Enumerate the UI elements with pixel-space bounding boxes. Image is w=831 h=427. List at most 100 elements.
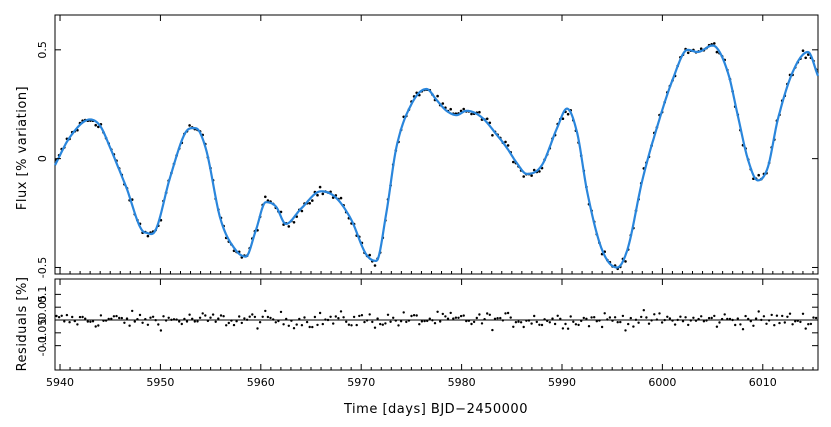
residual-point xyxy=(762,315,766,318)
residual-point xyxy=(457,316,460,319)
residual-point xyxy=(673,323,677,326)
residuals-axis-ticks: 5940 5950 5960 5970 5980 5990 6000 6010 -0.1-0.0… xyxy=(36,279,818,389)
residual-point xyxy=(671,319,674,322)
residual-point xyxy=(679,315,682,318)
residual-point xyxy=(123,321,126,324)
flux-point xyxy=(757,173,760,177)
residual-point xyxy=(149,316,152,319)
residual-point xyxy=(504,312,507,315)
residual-point xyxy=(426,319,429,323)
residual-point xyxy=(358,314,361,318)
residual-point xyxy=(324,318,327,321)
residual-point xyxy=(702,320,706,323)
residual-point xyxy=(475,316,478,320)
flux-point xyxy=(538,170,541,173)
y-tick-label: -0.05 xyxy=(36,319,49,347)
residual-point xyxy=(486,312,489,315)
residual-point xyxy=(493,317,497,320)
residual-point xyxy=(512,325,515,328)
residual-point xyxy=(801,312,805,315)
residual-point xyxy=(585,317,588,320)
residual-point xyxy=(402,311,405,314)
residual-point xyxy=(781,314,784,318)
residual-point xyxy=(300,324,304,327)
residual-point xyxy=(230,319,233,322)
flux-point xyxy=(470,112,473,116)
residual-point xyxy=(788,312,792,315)
residual-point xyxy=(305,320,309,324)
residual-point xyxy=(285,317,288,321)
residual-point xyxy=(616,321,619,324)
residual-point xyxy=(546,319,549,323)
residual-point xyxy=(543,318,546,321)
residual-point xyxy=(144,318,147,321)
residual-point xyxy=(760,318,763,322)
flux-point xyxy=(804,56,807,60)
flux-point xyxy=(561,117,565,120)
residual-point xyxy=(326,318,330,322)
residual-point xyxy=(295,323,298,326)
residual-point xyxy=(175,318,178,321)
residual-point xyxy=(580,319,583,323)
residual-point xyxy=(566,327,570,330)
residual-point xyxy=(491,328,494,332)
residual-data-points xyxy=(55,309,818,332)
residual-point xyxy=(754,317,758,320)
residual-point xyxy=(266,315,270,319)
residual-point xyxy=(467,319,471,322)
residual-point xyxy=(747,317,750,321)
residual-point xyxy=(624,329,627,332)
residual-point xyxy=(744,314,747,318)
residual-point xyxy=(298,317,301,321)
residual-point xyxy=(647,322,651,325)
flux-axis-label: Flux [% variation] xyxy=(15,86,30,210)
residual-point xyxy=(488,313,491,316)
flux-point xyxy=(373,264,377,267)
residual-point xyxy=(559,317,562,320)
residual-point xyxy=(739,323,742,326)
residual-point xyxy=(151,315,155,318)
residual-point xyxy=(329,315,332,318)
residual-point xyxy=(807,323,810,326)
flux-point xyxy=(624,260,627,263)
residual-point xyxy=(65,313,69,317)
residual-point xyxy=(397,324,400,327)
residual-point xyxy=(290,319,293,322)
residual-point xyxy=(196,320,199,323)
flux-data-points xyxy=(55,42,818,271)
flux-point xyxy=(321,192,325,196)
residual-point xyxy=(483,318,486,321)
residual-point xyxy=(386,313,390,316)
residual-point xyxy=(214,320,217,323)
residual-point xyxy=(715,325,719,328)
flux-point xyxy=(441,102,445,105)
residual-point xyxy=(436,310,439,313)
residual-point xyxy=(81,315,84,319)
residual-point xyxy=(666,315,669,318)
residuals-axis-label: Residuals [%] xyxy=(15,277,30,372)
residual-point xyxy=(572,320,575,323)
residual-point xyxy=(78,315,82,319)
residual-point xyxy=(786,315,789,318)
residuals-panel-frame xyxy=(54,278,819,371)
x-tick-label: 5950 xyxy=(146,376,174,389)
residual-point xyxy=(407,319,411,322)
residual-point xyxy=(222,315,225,318)
residual-point xyxy=(128,324,131,327)
residual-point xyxy=(379,322,382,326)
residual-point xyxy=(198,316,202,319)
residual-point xyxy=(705,319,708,322)
x-tick-label: 5940 xyxy=(46,376,74,389)
residual-point xyxy=(318,311,322,315)
flux-point xyxy=(522,175,525,178)
residual-point xyxy=(600,325,604,329)
residual-point xyxy=(86,320,90,323)
flux-point xyxy=(449,107,453,111)
residual-point xyxy=(778,321,781,325)
y-tick-label: -0.1 xyxy=(36,335,49,356)
flux-point xyxy=(318,185,322,189)
residual-point xyxy=(251,313,254,316)
residual-point xyxy=(334,315,337,318)
residual-point xyxy=(245,318,249,321)
